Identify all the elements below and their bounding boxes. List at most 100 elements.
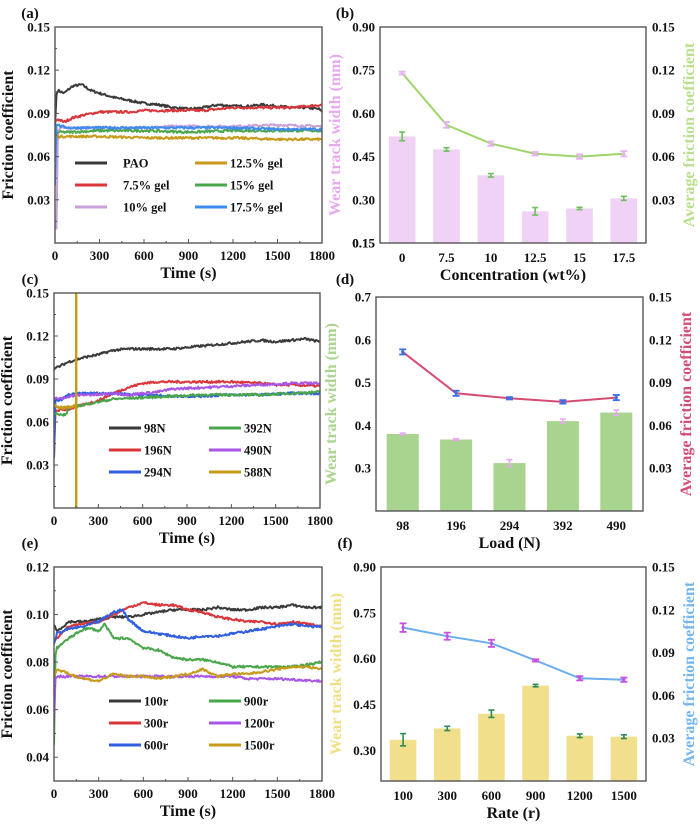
legend-item: 900r — [209, 695, 269, 709]
series-line-15-gel — [55, 128, 322, 157]
x-category-label: 490 — [607, 518, 627, 533]
x-tick-label: 1800 — [309, 248, 335, 263]
bar — [433, 149, 460, 243]
y-left-tick-label: 0.60 — [352, 106, 375, 121]
panel-e: (e) 0 300 600 900 1200 1500 1800 0.04 0.06 0.08 0.1… — [0, 536, 335, 820]
panel-label: (d) — [336, 272, 354, 288]
series-line-1200r — [54, 674, 322, 722]
y-right-tick-label: 0.06 — [652, 149, 675, 164]
bar — [546, 421, 579, 511]
legend-label: 15% gel — [230, 179, 274, 193]
x-tick-label: 1500 — [265, 248, 291, 263]
y-tick-label: 0.09 — [27, 106, 50, 121]
y-right-tick-label: 0.12 — [649, 332, 672, 347]
line-point — [533, 152, 537, 156]
panel-label: (e) — [22, 536, 39, 552]
y-tick-label: 0.06 — [26, 702, 49, 717]
bar — [386, 433, 419, 511]
bar-error-bar — [559, 418, 566, 425]
y-left-tick-label: 0.15 — [352, 236, 375, 251]
bar-error-bar — [399, 432, 406, 436]
bar-error-bar — [488, 709, 495, 719]
x-category-label: 600 — [482, 788, 502, 803]
line-point — [401, 350, 405, 354]
y-left-tick-label: 0.7 — [355, 290, 372, 305]
series-group — [55, 83, 322, 230]
x-axis-label: Load (N) — [479, 535, 541, 552]
line-point — [507, 396, 512, 400]
legend-item: 300r — [109, 717, 169, 731]
bar — [478, 713, 505, 781]
plot-frame — [380, 566, 647, 782]
legend-label: 7.5% gel — [123, 179, 170, 193]
panel-d: (d) 98 196 294 392 490 0.3 0.4 0.5 0.6 0.7 0.03 0.06… — [323, 272, 695, 552]
y-right-tick-label: 0.09 — [652, 645, 675, 660]
legend-label: 10% gel — [123, 201, 167, 215]
x-category-label: 196 — [446, 518, 466, 533]
y-tick-label: 0.12 — [26, 560, 49, 575]
legend-item: 98N — [109, 422, 166, 436]
bar — [566, 735, 593, 781]
bar-error-bar — [613, 409, 620, 416]
legend-item: 294N — [109, 466, 172, 480]
series-line-17-5-gel — [55, 123, 322, 186]
bar-error-bar — [506, 458, 513, 468]
plot-frame — [379, 26, 647, 244]
x-axis-label: Rate (r) — [487, 805, 541, 822]
y-left-axis-label: Wear track width (mm) — [328, 593, 345, 755]
bar-error-bar — [620, 734, 627, 740]
y-right-axis-label: Average friction coefficient — [678, 311, 695, 496]
x-category-label: 7.5 — [438, 250, 455, 265]
y-left-tick-label: 0.90 — [352, 20, 375, 35]
y-right-tick-label: 0.15 — [649, 290, 672, 305]
series-line-98n — [54, 336, 320, 371]
y-tick-label: 0.15 — [26, 286, 49, 301]
y-tick-label: 0.12 — [26, 329, 49, 344]
x-category-label: 300 — [438, 788, 458, 803]
line-point — [489, 641, 494, 645]
legend-item: 1200r — [209, 717, 275, 731]
series-line-588n — [54, 293, 78, 508]
bar-error-bar — [487, 172, 494, 178]
legend-label: 196N — [144, 444, 172, 458]
line-point — [445, 634, 449, 638]
legend-item: 588N — [209, 466, 272, 480]
bar — [477, 175, 505, 243]
y-axis-label: Friction coefficient — [0, 70, 17, 200]
panel-f: (f) 100 300 600 900 1200 1500 0.30 0.45 0.60 0.75 0… — [328, 536, 698, 822]
y-right-tick-label: 0.06 — [649, 418, 672, 433]
x-tick-label: 1500 — [264, 786, 290, 801]
line-point — [444, 123, 449, 127]
legend-item: 490N — [209, 444, 272, 458]
y-left-axis-label: Wear track width (mm) — [323, 323, 340, 485]
x-category-label: 98 — [396, 518, 410, 533]
legend-item: 7.5% gel — [75, 179, 170, 193]
x-tick-label: 300 — [89, 513, 109, 528]
y-right-axis-label: Average friction coefficient — [681, 42, 698, 227]
legend-label: 588N — [244, 466, 272, 480]
y-left-tick-label: 0.5 — [355, 375, 372, 390]
panel-label: (b) — [336, 6, 354, 22]
x-axis-label: Time (s) — [160, 803, 216, 820]
line-point — [489, 142, 493, 146]
legend-item: 12.5% gel — [195, 157, 283, 171]
y-tick-label: 0.09 — [26, 372, 49, 387]
legend-label: 1200r — [244, 717, 275, 731]
x-category-label: 12.5 — [524, 250, 547, 265]
legend-label: 600r — [144, 739, 169, 753]
x-tick-label: 600 — [133, 513, 153, 528]
line-point — [578, 676, 582, 680]
x-category-label: 17.5 — [612, 250, 635, 265]
y-right-tick-label: 0.09 — [652, 106, 675, 121]
y-left-tick-label: 0.6 — [355, 332, 372, 347]
x-category-label: 900 — [526, 788, 546, 803]
bar — [440, 439, 473, 511]
bar-error-bar — [620, 195, 627, 202]
x-category-label: 1500 — [611, 788, 637, 803]
legend-label: 12.5% gel — [230, 157, 283, 171]
legend-label: 1500r — [244, 739, 275, 753]
line-point — [454, 391, 458, 395]
x-tick-label: 300 — [90, 248, 110, 263]
x-tick-label: 1800 — [307, 513, 333, 528]
